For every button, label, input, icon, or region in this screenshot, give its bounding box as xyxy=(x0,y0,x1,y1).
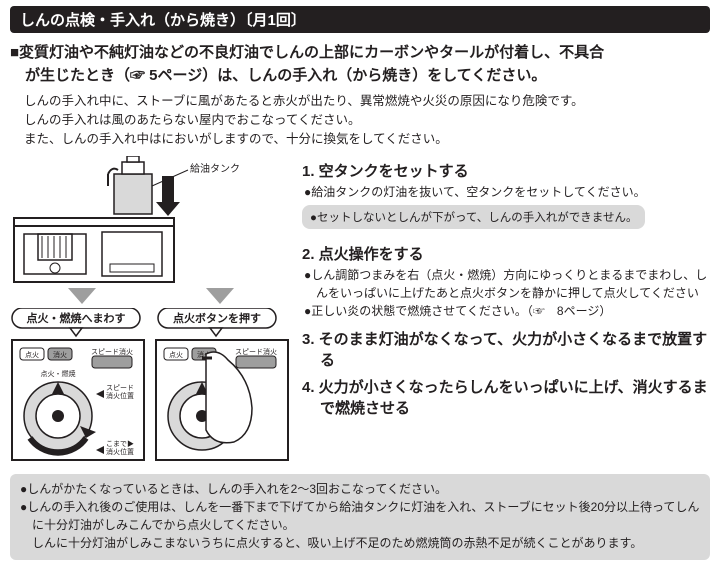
svg-text:スピード: スピード xyxy=(106,384,134,392)
fuel-tank-label: 給油タンク xyxy=(190,162,240,175)
fuel-tank-icon xyxy=(108,156,152,214)
steps-column: 1. 空タンクをセットする ●給油タンクの灯油を抜いて、空タンクをセットしてくだ… xyxy=(302,156,710,466)
svg-text:スピード消火: スピード消火 xyxy=(235,347,277,356)
step2-heading: 2. 点火操作をする xyxy=(302,243,710,264)
intro-sub-line2: しんの手入れは風のあたらない屋内でおこなってください。 xyxy=(24,111,710,130)
footer-line3: しんに十分灯油がしみこまないうちに点火すると、吸い上げ不足のため燃焼筒の赤熱不足… xyxy=(20,534,700,552)
step4-heading: 4. 火力が小さくなったらしんをいっぱいに上げ、消火するまで燃焼させる xyxy=(302,376,710,418)
step1-bullet1: ●給油タンクの灯油を抜いて、空タンクをセットしてください。 xyxy=(304,183,710,201)
svg-text:点火ボタンを押す: 点火ボタンを押す xyxy=(173,311,261,325)
svg-text:消火位置: 消火位置 xyxy=(106,447,134,456)
control-panel-left: 点火 消火 スピード消火 点火・燃焼 スピード xyxy=(12,340,144,460)
diagram-stove-tank: 給油タンク xyxy=(10,156,290,286)
svg-text:消火: 消火 xyxy=(53,350,67,359)
svg-text:スピード消火: スピード消火 xyxy=(91,347,133,356)
intro-block: ■変質灯油や不純灯油などの不良灯油でしんの上部にカーボンやタールが付着し、不具合… xyxy=(10,41,710,150)
intro-lead-line1: ■変質灯油や不純灯油などの不良灯油でしんの上部にカーボンやタールが付着し、不具合 xyxy=(10,41,710,64)
bubble-press: 点火ボタンを押す xyxy=(158,308,276,336)
svg-text:こまで▶: こまで▶ xyxy=(106,440,134,448)
step3-heading: 3. そのまま灯油がなくなって、火力が小さくなるまで放置する xyxy=(302,328,710,370)
step1-note-pill: ●セットしないとしんが下がって、しんの手入れができません。 xyxy=(302,205,645,229)
intro-lead-line2: が生じたとき（☞ 5ページ）は、しんの手入れ（から焼き）をしてください。 xyxy=(10,64,710,87)
footer-line1: ●しんがかたくなっているときは、しんの手入れを2～3回おこなってください。 xyxy=(20,480,700,498)
section-title: しんの点検・手入れ（から焼き）〔月1回〕 xyxy=(10,6,710,33)
diagram-column: 給油タンク 点火・燃焼へまわす 点火ボタンを押す xyxy=(10,156,290,466)
step1-heading: 1. 空タンクをセットする xyxy=(302,160,710,181)
svg-text:点火: 点火 xyxy=(169,351,183,359)
svg-text:点火・燃焼へまわす: 点火・燃焼へまわす xyxy=(27,311,126,325)
footer-line2: ●しんの手入れ後のご使用は、しんを一番下まで下げてから給油タンクに灯油を入れ、ス… xyxy=(20,498,700,534)
control-panel-right: 点火 消火 スピード消火 xyxy=(156,340,288,460)
svg-text:点火: 点火 xyxy=(25,351,39,359)
divider-triangles xyxy=(10,286,290,308)
intro-sub-line1: しんの手入れ中に、ストーブに風があたると赤火が出たり、異常燃焼や火災の原因になり… xyxy=(24,92,710,111)
diagram-control-panels: 点火・燃焼へまわす 点火ボタンを押す 点火 消火 スピード消火 xyxy=(10,308,290,466)
step2-bullet2: ●正しい炎の状態で燃焼させてください。（☞ 8ページ） xyxy=(304,302,710,320)
intro-sub: しんの手入れ中に、ストーブに風があたると赤火が出たり、異常燃焼や火災の原因になり… xyxy=(10,92,710,150)
svg-text:点火・燃焼: 点火・燃焼 xyxy=(41,369,76,378)
arrow-down-icon xyxy=(156,176,180,216)
svg-text:消火位置: 消火位置 xyxy=(106,391,134,400)
intro-lead: ■変質灯油や不純灯油などの不良灯油でしんの上部にカーボンやタールが付着し、不具合… xyxy=(10,41,710,88)
intro-sub-line3: また、しんの手入れ中はにおいがしますので、十分に換気をしてください。 xyxy=(24,130,710,149)
bubble-rotate: 点火・燃焼へまわす xyxy=(12,308,140,336)
footer-note-box: ●しんがかたくなっているときは、しんの手入れを2～3回おこなってください。 ●し… xyxy=(10,474,710,560)
step2-bullet1: ●しん調節つまみを右（点火・燃焼）方向にゆっくりとまるまでまわし、しんをいっぱい… xyxy=(304,266,710,302)
